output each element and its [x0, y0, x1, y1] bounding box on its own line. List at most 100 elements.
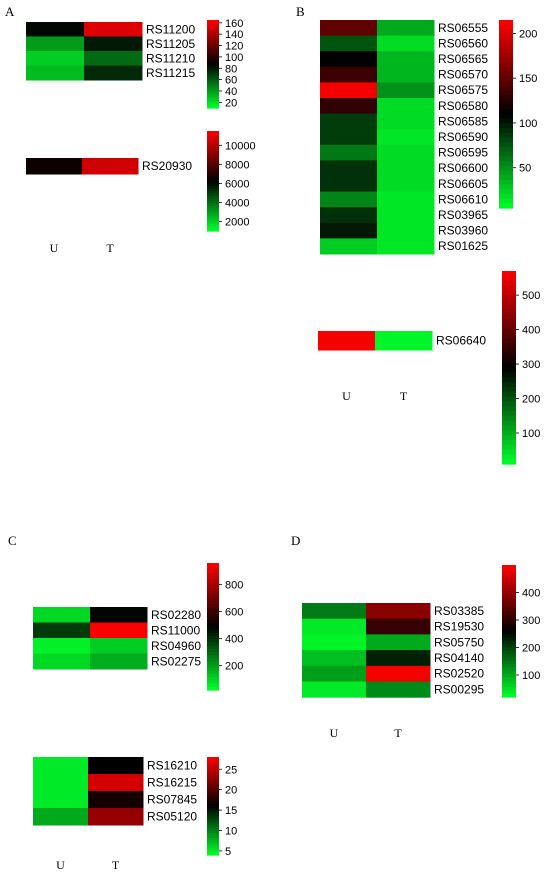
- row-label: RS07845: [147, 793, 197, 807]
- heatmap-cell: [377, 160, 435, 177]
- colorbar-segment: [207, 677, 219, 682]
- heatmap-cell: [33, 757, 89, 775]
- colorbar-segment: [502, 637, 516, 642]
- heatmap-cell: [84, 22, 143, 37]
- colorbar-segment: [502, 338, 516, 344]
- colorbar-segment: [207, 791, 219, 795]
- colorbar-segment: [499, 114, 513, 120]
- heatmap-cell: [377, 98, 435, 115]
- colorbar-segment: [207, 832, 219, 836]
- column-label: T: [112, 858, 120, 872]
- colorbar-segment: [499, 34, 513, 40]
- colorbar-segment: [207, 835, 219, 839]
- heatmap-cell: [84, 36, 143, 52]
- colorbar-segment: [207, 842, 219, 846]
- colorbar-segment: [499, 104, 513, 110]
- colorbar-segment: [207, 572, 219, 577]
- colorbar-segment: [207, 163, 219, 167]
- colorbar-segment: [207, 173, 219, 177]
- colorbar-segment: [207, 99, 219, 102]
- colorbar-segment: [499, 198, 513, 204]
- panel-letter-c: C: [8, 533, 17, 548]
- colorbar-tick-label: 200: [522, 643, 540, 655]
- colorbar-segment: [207, 35, 219, 39]
- row-label: RS02520: [434, 667, 484, 681]
- colorbar-segment: [207, 629, 219, 634]
- colorbar-segment: [502, 425, 516, 431]
- heatmap-cell: [377, 113, 435, 130]
- heatmap-cell: [377, 144, 435, 161]
- colorbar-segment: [207, 86, 219, 89]
- colorbar-segment: [207, 203, 219, 207]
- colorbar-segment: [207, 623, 219, 628]
- colorbar-segment: [207, 101, 219, 105]
- heatmap-1: RS11200RS11205RS11210RS11215204060801001…: [26, 18, 243, 109]
- colorbar-segment: [502, 677, 516, 682]
- colorbar-segment: [502, 333, 516, 340]
- colorbar-segment: [502, 594, 516, 599]
- heatmap-cell: [377, 222, 435, 239]
- colorbar-segment: [207, 757, 219, 761]
- colorbar-segment: [502, 591, 516, 596]
- colorbar-segment: [502, 611, 516, 616]
- colorbar-segment: [502, 295, 516, 301]
- colorbar-segment: [502, 377, 516, 383]
- colorbar-segment: [502, 631, 516, 635]
- colorbar-segment: [207, 837, 219, 841]
- colorbar-segment: [207, 28, 219, 32]
- colorbar-segment: [207, 39, 219, 43]
- row-label: RS06610: [438, 192, 488, 206]
- colorbar-segment: [207, 77, 219, 80]
- colorbar-tick-label: 25: [225, 764, 237, 776]
- colorbar-segment: [499, 142, 513, 148]
- colorbar-segment: [207, 94, 219, 98]
- colorbar-segment: [502, 406, 516, 412]
- heatmap-cell: [320, 82, 378, 99]
- colorbar-tick-label: 300: [522, 615, 540, 627]
- colorbar-segment: [499, 193, 513, 200]
- colorbar-segment: [502, 693, 516, 698]
- colorbar-segment: [207, 674, 219, 678]
- heatmap-cell: [377, 129, 435, 146]
- column-label: U: [56, 858, 65, 872]
- row-label: RS05120: [147, 810, 197, 824]
- heatmap-cell: [377, 191, 435, 208]
- row-label: RS03965: [438, 208, 488, 222]
- colorbar-segment: [502, 571, 516, 576]
- colorbar-segment: [207, 658, 219, 663]
- heatmap-cell: [366, 634, 431, 651]
- colorbar-tick-label: 200: [519, 28, 537, 40]
- colorbar-segment: [502, 640, 516, 645]
- colorbar-segment: [207, 168, 219, 172]
- colorbar-segment: [207, 83, 219, 87]
- colorbar-segment: [499, 137, 513, 143]
- colorbar-segment: [502, 459, 516, 465]
- colorbar-segment: [502, 396, 516, 402]
- colorbar-segment: [207, 153, 219, 157]
- colorbar-tick-label: 400: [225, 634, 243, 646]
- heatmap-4: RS06640 100 200 300 400 500: [318, 271, 540, 465]
- colorbar-tick-label: 20: [225, 97, 237, 109]
- colorbar-segment: [207, 105, 219, 109]
- colorbar-segment: [502, 574, 516, 579]
- row-label: RS11215: [146, 66, 195, 80]
- colorbar-segment: [502, 348, 516, 354]
- heatmap-cell: [82, 158, 139, 175]
- colorbar-segment: [502, 444, 516, 451]
- heatmap-cell: [320, 51, 378, 68]
- colorbar-segment: [207, 55, 219, 58]
- colorbar-segment: [499, 161, 513, 167]
- colorbar-segment: [502, 343, 516, 349]
- colorbar-tick-label: 100: [522, 428, 540, 440]
- colorbar-segment: [502, 683, 516, 688]
- colorbar-tick-label: 400: [522, 325, 540, 337]
- column-label: U: [50, 241, 59, 255]
- colorbar-segment: [207, 825, 219, 829]
- colorbar-tick-label: 40: [225, 86, 237, 98]
- row-label: RS02280: [151, 608, 201, 622]
- colorbar-segment: [502, 617, 516, 622]
- heatmap-cell: [366, 618, 431, 635]
- colorbar-segment: [499, 62, 513, 68]
- heatmap-cell: [320, 144, 378, 161]
- colorbar-segment: [207, 664, 219, 669]
